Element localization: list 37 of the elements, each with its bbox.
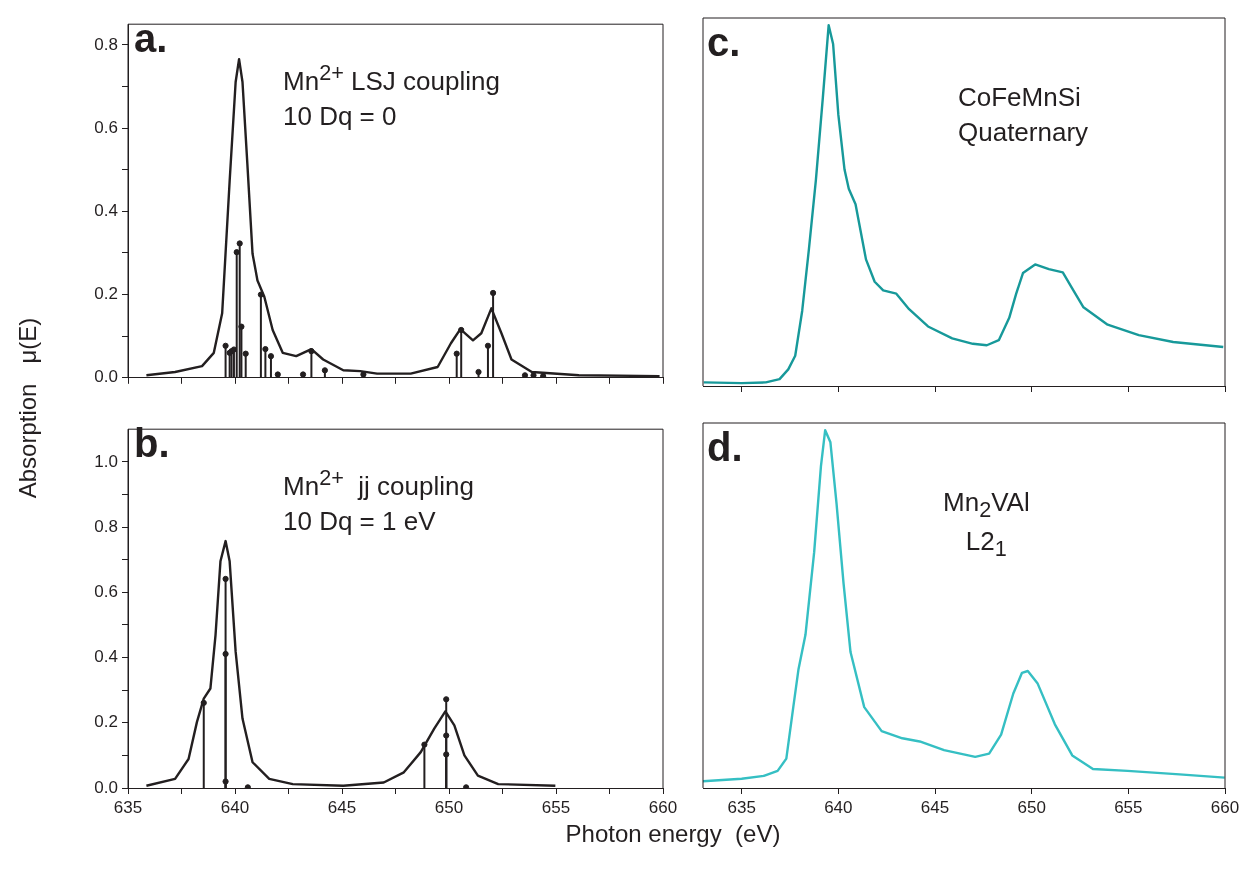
- y-tick-label: 0.8: [94, 516, 118, 536]
- annotation: Mn$^{2+}$ LSJ coupling: [283, 59, 500, 98]
- x-tick-label: 655: [541, 797, 571, 817]
- annotation: Quaternary: [958, 116, 1089, 150]
- y-tick-label: 1.0: [94, 451, 118, 471]
- x-axis-title: Photon energy (eV): [565, 820, 781, 848]
- y-axis-title: Absorption μ(E): [14, 317, 42, 499]
- x-tick-label: 640: [220, 797, 250, 817]
- y-tick-label: 0.0: [94, 777, 118, 797]
- y-tick-label: 0.6: [94, 581, 118, 601]
- x-tick-label: 650: [434, 797, 464, 817]
- x-tick-label: 660: [1210, 797, 1240, 817]
- annotation: c.: [707, 20, 741, 64]
- annotation: CoFeMnSi: [958, 81, 1082, 114]
- annotation: L2$_{1}$: [964, 525, 1008, 564]
- annotation: a.: [134, 16, 168, 60]
- y-tick-label: 0.4: [94, 647, 118, 667]
- x-tick-label: 655: [1114, 797, 1143, 817]
- annotation: Mn$^{2+}$ jj coupling: [283, 464, 474, 503]
- y-tick-label: 0.0: [94, 367, 118, 387]
- annotation: b.: [134, 421, 170, 465]
- x-tick-label: 635: [727, 797, 756, 817]
- x-tick-label: 660: [648, 797, 678, 817]
- annotation: 10 Dq = 0: [283, 99, 398, 133]
- x-tick-label: 640: [824, 797, 853, 817]
- x-tick-label: 635: [113, 797, 143, 817]
- y-tick-label: 0.2: [94, 712, 118, 732]
- y-tick-label: 0.8: [94, 34, 118, 54]
- x-tick-label: 650: [1017, 797, 1046, 817]
- y-tick-label: 0.2: [94, 284, 118, 304]
- x-tick-label: 645: [920, 797, 950, 817]
- y-tick-label: 0.6: [94, 117, 118, 137]
- annotation: d.: [707, 425, 743, 469]
- y-tick-label: 0.4: [94, 201, 118, 221]
- annotation: 10 Dq = 1 eV: [283, 504, 437, 538]
- x-tick-label: 645: [327, 797, 357, 817]
- annotation: Mn$_{2}$VAl: [943, 486, 1030, 525]
